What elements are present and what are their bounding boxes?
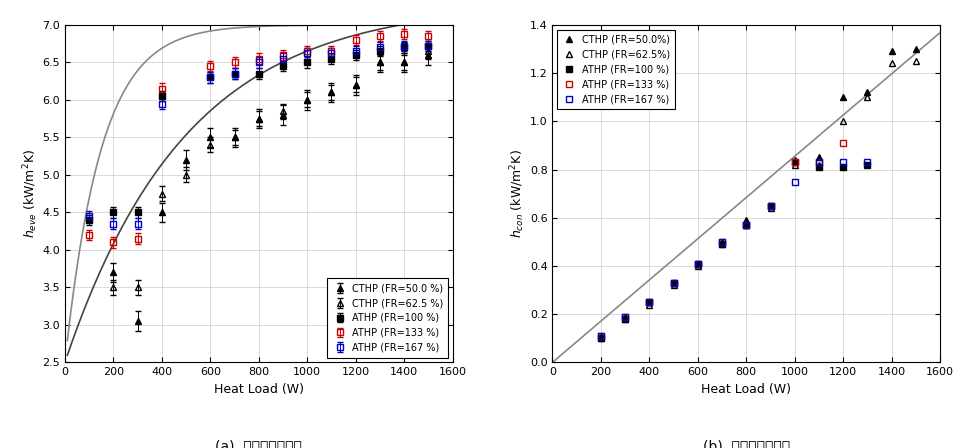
ATHP (FR=133 %): [764, 203, 776, 208]
ATHP (FR=100 %): [764, 203, 776, 208]
Text: (a)  증발열전달계수: (a) 증발열전달계수: [215, 439, 302, 448]
ATHP (FR=100 %): [789, 159, 800, 165]
ATHP (FR=133 %): [813, 159, 825, 165]
ATHP (FR=100 %): [668, 280, 680, 285]
ATHP (FR=167 %): [862, 159, 874, 165]
CTHP (FR=62.5%): [886, 61, 898, 66]
Legend: CTHP (FR=50.0 %), CTHP (FR=62.5 %), ATHP (FR=100 %), ATHP (FR=133 %), ATHP (FR=1: CTHP (FR=50.0 %), CTHP (FR=62.5 %), ATHP…: [328, 278, 448, 358]
CTHP (FR=50.0%): [740, 217, 752, 223]
CTHP (FR=62.5%): [692, 263, 704, 269]
ATHP (FR=100 %): [595, 336, 606, 341]
Line: ATHP (FR=167 %): ATHP (FR=167 %): [598, 159, 871, 339]
ATHP (FR=100 %): [717, 241, 728, 247]
Line: ATHP (FR=133 %): ATHP (FR=133 %): [598, 140, 846, 339]
CTHP (FR=62.5%): [910, 58, 921, 64]
ATHP (FR=167 %): [764, 203, 776, 208]
X-axis label: Heat Load (W): Heat Load (W): [701, 383, 792, 396]
Line: ATHP (FR=100 %): ATHP (FR=100 %): [598, 159, 871, 341]
ATHP (FR=133 %): [619, 314, 631, 319]
ATHP (FR=100 %): [740, 222, 752, 228]
X-axis label: Heat Load (W): Heat Load (W): [214, 383, 304, 396]
CTHP (FR=50.0%): [668, 280, 680, 285]
ATHP (FR=133 %): [838, 140, 849, 146]
CTHP (FR=50.0%): [764, 203, 776, 208]
CTHP (FR=62.5%): [789, 162, 800, 168]
ATHP (FR=133 %): [668, 280, 680, 285]
ATHP (FR=133 %): [595, 333, 606, 339]
CTHP (FR=50.0%): [692, 261, 704, 266]
ATHP (FR=167 %): [668, 280, 680, 285]
CTHP (FR=50.0%): [595, 333, 606, 339]
ATHP (FR=167 %): [813, 159, 825, 165]
CTHP (FR=50.0%): [886, 49, 898, 54]
ATHP (FR=167 %): [717, 239, 728, 245]
Y-axis label: $h_{eve}$ (kW/m$^2$K): $h_{eve}$ (kW/m$^2$K): [20, 149, 40, 238]
CTHP (FR=50.0%): [717, 239, 728, 245]
ATHP (FR=100 %): [692, 261, 704, 266]
ATHP (FR=167 %): [789, 179, 800, 184]
CTHP (FR=62.5%): [619, 316, 631, 322]
Line: CTHP (FR=62.5%): CTHP (FR=62.5%): [598, 58, 919, 341]
CTHP (FR=62.5%): [838, 119, 849, 124]
CTHP (FR=62.5%): [740, 222, 752, 228]
ATHP (FR=133 %): [644, 299, 655, 305]
ATHP (FR=167 %): [740, 222, 752, 228]
CTHP (FR=62.5%): [717, 241, 728, 247]
Line: CTHP (FR=50.0%): CTHP (FR=50.0%): [598, 46, 919, 339]
CTHP (FR=50.0%): [789, 157, 800, 163]
ATHP (FR=100 %): [813, 164, 825, 170]
Legend: CTHP (FR=50.0%), CTHP (FR=62.5%), ATHP (FR=100 %), ATHP (FR=133 %), ATHP (FR=167: CTHP (FR=50.0%), CTHP (FR=62.5%), ATHP (…: [558, 30, 675, 109]
CTHP (FR=62.5%): [668, 283, 680, 288]
CTHP (FR=50.0%): [813, 155, 825, 160]
CTHP (FR=62.5%): [644, 302, 655, 307]
CTHP (FR=50.0%): [619, 314, 631, 319]
ATHP (FR=133 %): [692, 261, 704, 266]
Y-axis label: $h_{con}$ (kW/m$^2$K): $h_{con}$ (kW/m$^2$K): [508, 149, 527, 238]
Text: (b)  응축열전달계수: (b) 응축열전달계수: [703, 439, 790, 448]
ATHP (FR=100 %): [862, 162, 874, 168]
ATHP (FR=133 %): [740, 222, 752, 228]
ATHP (FR=133 %): [789, 159, 800, 165]
ATHP (FR=167 %): [619, 314, 631, 319]
CTHP (FR=62.5%): [764, 205, 776, 211]
CTHP (FR=62.5%): [862, 95, 874, 100]
ATHP (FR=133 %): [717, 239, 728, 245]
CTHP (FR=50.0%): [862, 90, 874, 95]
CTHP (FR=62.5%): [813, 162, 825, 168]
ATHP (FR=167 %): [595, 333, 606, 339]
ATHP (FR=100 %): [838, 164, 849, 170]
CTHP (FR=50.0%): [838, 95, 849, 100]
ATHP (FR=167 %): [692, 261, 704, 266]
CTHP (FR=50.0%): [644, 299, 655, 305]
ATHP (FR=167 %): [644, 299, 655, 305]
ATHP (FR=167 %): [838, 159, 849, 165]
CTHP (FR=62.5%): [595, 336, 606, 341]
ATHP (FR=100 %): [619, 316, 631, 322]
CTHP (FR=50.0%): [910, 46, 921, 52]
ATHP (FR=100 %): [644, 299, 655, 305]
